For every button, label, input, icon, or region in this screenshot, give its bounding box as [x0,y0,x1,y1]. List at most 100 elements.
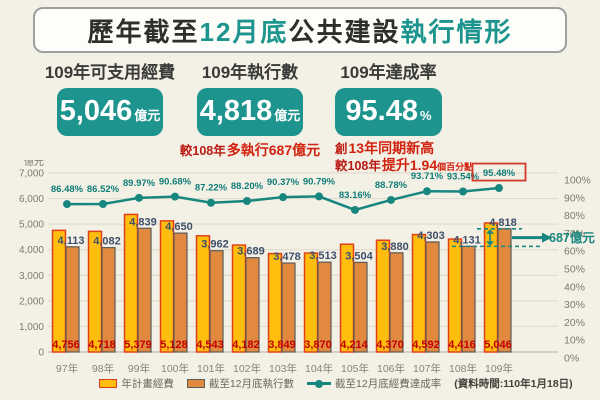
x-axis-label: 99年 [128,362,150,375]
legend-item-execution: 截至12月底執行數 [186,376,294,391]
stat-note: 較108年多執行687億元 [147,143,353,158]
execution-chart: 0 1,000 2,000 3,000 4,000 5,000 6,000 7,000 億元 0%… [0,155,600,376]
plan-bar [375,239,391,353]
x-axis-label: 107年 [413,362,441,375]
stat-value-box: 4,818 億元 [197,88,303,136]
achievement-value-label: 93.54% [447,171,480,182]
line-point [171,192,179,201]
execution-value-label: 4,650 [165,221,193,233]
execution-value-label: 4,131 [453,234,481,246]
execution-value-label: 4,082 [93,236,121,248]
x-axis-label: 101年 [197,362,225,375]
note-emphasis: 多執行687億元 [226,142,321,158]
plan-bar [411,233,427,353]
legend-label: 截至12月底經費達成率 [335,378,442,390]
title-segment-highlight: 執行情形 [400,16,513,47]
achievement-value-label: 86.48% [51,184,84,195]
left-axis-tick: 6,000 [19,194,44,205]
title-segment: 歷年截至 [87,16,200,47]
plan-value-label: 4,416 [448,339,476,351]
execution-value-label: 3,478 [273,251,301,263]
highlight-box [471,162,527,182]
left-axis-tick: 1,000 [19,322,44,333]
execution-value-label: 3,880 [381,241,409,253]
plan-value-label: 5,128 [160,339,188,351]
stat-value: 4,818 [199,95,273,127]
execution-bar [137,227,152,353]
achievement-value-label: 89.97% [123,178,156,189]
line-point [459,187,467,196]
plan-value-label: 5,379 [124,339,152,351]
x-axis-label: 97年 [56,362,78,375]
execution-bar [497,228,512,353]
achievement-value-label: 93.71% [411,171,444,182]
plan-value-label: 4,592 [412,339,440,351]
right-axis-tick: 20% [564,317,585,329]
title-segment-highlight: 12月底 [199,16,289,47]
right-axis-tick: 40% [564,281,585,293]
x-axis-label: 108年 [449,362,477,375]
arrow-up-icon [486,229,494,234]
execution-bar [65,246,80,353]
plan-bar [195,235,211,353]
execution-bar [173,232,188,353]
stat-heading: 109年可支用經費 [44,63,176,82]
plan-value-label: 4,718 [88,339,116,351]
plan-value-label: 3,870 [304,339,332,351]
execution-bar [245,257,260,353]
stat-unit: 億元 [274,108,301,123]
stat-note-improvement: 較108年提升1.94個百分點 [335,158,473,174]
right-axis-tick: 60% [564,246,585,258]
execution-bar [353,261,368,353]
plan-value-label: 4,543 [196,339,224,351]
plan-value-label: 5,046 [484,339,512,351]
x-axis-label: 105年 [341,362,369,375]
plan-value-label: 4,370 [376,339,404,351]
right-axis-tick: 80% [564,210,585,222]
line-series-swatch-icon [307,379,332,388]
right-axis-tick: 70% [564,228,585,240]
execution-value-label: 4,818 [489,217,517,229]
line-point [387,195,395,204]
plan-value-label: 4,756 [52,339,80,351]
stat-value-box: 95.48% [335,88,442,136]
legend-item-plan: 年計畫經費 [99,376,174,391]
achievement-value-label: 95.48% [483,168,516,179]
achievement-value-label: 87.22% [195,183,228,194]
achievement-value-label: 90.68% [159,177,192,188]
plan-bar [123,213,139,353]
note-prefix: 創 [335,142,348,156]
left-axis-tick: 0 [38,348,44,359]
line-point [99,199,107,208]
annotation-text: 687億元 [549,230,595,245]
execution-bar [425,241,440,353]
title-segment: 公共建設 [288,16,401,47]
execution-bar [389,252,404,353]
stat-executed-amount: 109年執行數 4,818 億元 較108年多執行687億元 [180,58,320,158]
plan-value-label: 4,182 [232,339,260,351]
achievement-value-label: 86.52% [87,184,120,195]
plan-bar [159,220,175,353]
line-point [207,198,215,207]
execution-bar [461,245,476,353]
achievement-value-label: 83.16% [339,190,372,201]
execution-bar [281,262,296,353]
line-point [279,193,287,202]
stat-unit: % [420,108,432,123]
x-axis-label: 103年 [269,362,297,375]
execution-value-label: 4,303 [417,230,445,242]
x-axis-label: 106年 [377,362,405,375]
execution-value-label: 3,689 [237,246,265,258]
line-point [135,193,143,202]
right-axis-tick: 50% [564,264,585,276]
plan-bar [231,244,247,353]
stat-value-box: 5,046 億元 [57,88,163,136]
left-axis-tick: 2,000 [19,296,44,307]
execution-bar [101,247,116,353]
line-point [495,184,503,193]
execution-value-label: 4,839 [129,216,157,228]
right-axis-tick: 90% [564,192,585,204]
legend-item-achievement: 截至12月底經費達成率 [307,376,441,391]
x-axis-label: 104年 [305,362,333,375]
